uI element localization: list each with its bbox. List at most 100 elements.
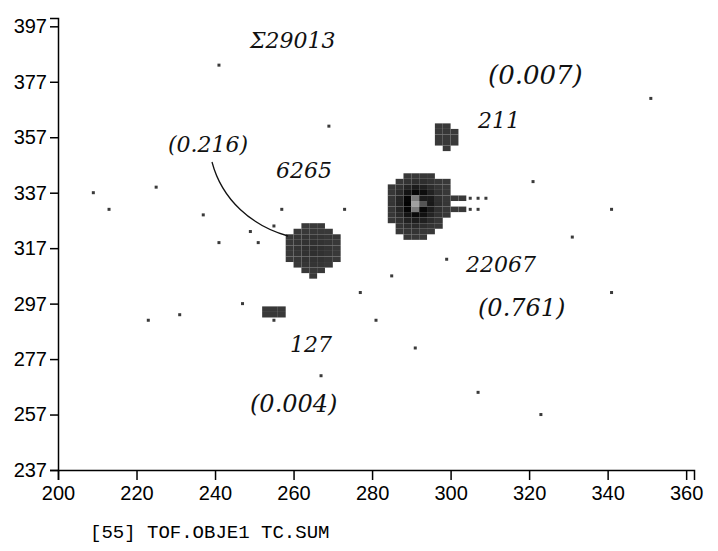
cell	[427, 195, 435, 201]
cell	[325, 245, 333, 251]
y-tick: 357	[14, 126, 58, 148]
y-tick-label: 317	[14, 237, 47, 259]
y-tick-label: 257	[14, 403, 47, 425]
y-tick-label: 357	[14, 126, 47, 148]
cell	[435, 123, 443, 129]
cell	[435, 140, 443, 146]
cell	[451, 207, 459, 213]
cell	[443, 134, 451, 140]
cell	[427, 201, 435, 207]
cell	[427, 207, 435, 213]
cell	[294, 240, 302, 246]
x-tick-label: 260	[277, 482, 310, 504]
chart: 2002202402602803003203403602372572772973…	[0, 0, 718, 551]
cell	[301, 256, 309, 262]
x-tick-mark	[136, 470, 138, 480]
cell	[286, 240, 294, 246]
cell	[294, 245, 302, 251]
cell	[301, 251, 309, 257]
cell	[294, 229, 302, 235]
annotation: Σ29013	[249, 28, 336, 53]
annotation: (0.216)	[168, 132, 248, 157]
cell	[403, 190, 411, 196]
cell	[539, 413, 542, 416]
cell	[396, 212, 404, 218]
cell	[317, 268, 325, 274]
cell	[270, 312, 278, 318]
annotation: 22067	[465, 252, 536, 277]
cell	[419, 218, 427, 224]
cell	[435, 179, 443, 185]
cell	[320, 374, 323, 377]
cell	[403, 229, 411, 235]
cell	[333, 234, 341, 240]
cell	[270, 306, 278, 312]
cell	[249, 230, 252, 233]
y-tick: 297	[14, 293, 58, 315]
cell	[435, 190, 443, 196]
x-tick-label: 360	[670, 482, 703, 504]
annotation: (0.007)	[488, 60, 583, 90]
x-tick-mark	[372, 470, 374, 480]
cell	[262, 312, 270, 318]
cell	[388, 201, 396, 207]
x-tick: 260	[277, 470, 310, 504]
cell	[477, 197, 480, 200]
cell	[217, 64, 220, 67]
y-tick-label: 237	[14, 459, 47, 481]
y-tick: 337	[14, 182, 58, 204]
cell	[388, 184, 396, 190]
cell	[411, 234, 419, 240]
cell	[309, 229, 317, 235]
cell	[359, 291, 362, 294]
y-tick-mark	[50, 248, 58, 250]
cell	[294, 251, 302, 257]
cell	[419, 207, 427, 213]
cell	[411, 207, 419, 213]
cell	[202, 213, 205, 216]
cell	[325, 229, 333, 235]
cell	[396, 184, 404, 190]
x-tick: 320	[513, 470, 546, 504]
annotation: (0.761)	[478, 294, 565, 322]
cell	[272, 224, 275, 227]
cell	[403, 201, 411, 207]
cell	[309, 245, 317, 251]
cell	[333, 240, 341, 246]
annotations: Σ29013(0.007)211(0.216)626522067(0.761)1…	[168, 28, 583, 418]
y-axis-line	[50, 19, 59, 471]
cell	[411, 218, 419, 224]
cell	[388, 218, 396, 224]
x-tick-label: 320	[513, 482, 546, 504]
cell	[286, 256, 294, 262]
cell	[427, 229, 435, 235]
cell	[443, 123, 451, 129]
x-tick: 300	[434, 470, 467, 504]
cell	[325, 256, 333, 262]
cell	[435, 195, 443, 201]
cell	[443, 212, 451, 218]
y-tick-mark	[50, 414, 58, 416]
cell	[403, 173, 411, 179]
cell	[396, 218, 404, 224]
cell	[278, 312, 286, 318]
cell	[294, 234, 302, 240]
cell	[427, 184, 435, 190]
y-tick-label: 377	[14, 71, 47, 93]
cell	[477, 391, 480, 394]
cell	[286, 245, 294, 251]
cell	[427, 212, 435, 218]
annotation: (0.004)	[250, 390, 337, 418]
cell	[257, 241, 260, 244]
x-tick-label: 200	[42, 482, 75, 504]
y-tick: 377	[14, 71, 58, 93]
cell	[333, 256, 341, 262]
cell	[419, 184, 427, 190]
cell	[108, 208, 111, 211]
cell	[451, 129, 459, 135]
x-axis: 200220240260280300320340360	[42, 470, 704, 504]
cell	[241, 302, 244, 305]
cell	[443, 184, 451, 190]
cell	[419, 201, 427, 207]
cell	[403, 223, 411, 229]
